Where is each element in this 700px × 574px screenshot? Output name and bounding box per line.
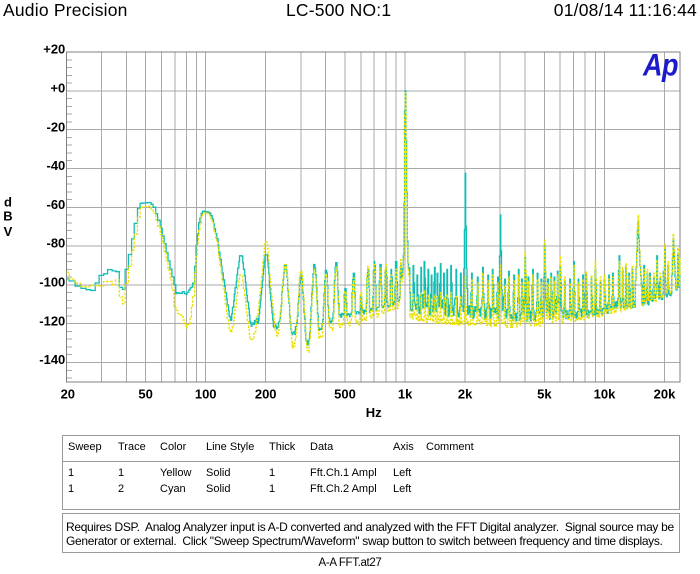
svg-text:20: 20 [61,387,75,402]
svg-text:-120: -120 [39,313,65,328]
svg-text:d: d [4,195,12,210]
svg-text:-20: -20 [47,119,66,134]
svg-text:B: B [3,209,12,224]
svg-text:Hz: Hz [366,405,382,420]
svg-text:200: 200 [255,387,277,402]
svg-text:Ap: Ap [642,47,678,82]
svg-text:10k: 10k [594,387,616,402]
svg-text:+0: +0 [50,81,65,96]
svg-text:-40: -40 [47,158,66,173]
svg-text:50: 50 [138,387,152,402]
svg-text:500: 500 [334,387,356,402]
svg-text:-140: -140 [39,352,65,367]
svg-text:V: V [4,224,13,239]
svg-text:-80: -80 [47,236,66,251]
svg-text:-100: -100 [39,275,65,290]
svg-text:1k: 1k [398,387,413,402]
svg-text:+20: +20 [43,42,65,57]
svg-text:20k: 20k [654,387,676,402]
svg-text:-60: -60 [47,197,66,212]
svg-text:100: 100 [195,387,217,402]
svg-text:5k: 5k [537,387,552,402]
svg-text:2k: 2k [458,387,473,402]
